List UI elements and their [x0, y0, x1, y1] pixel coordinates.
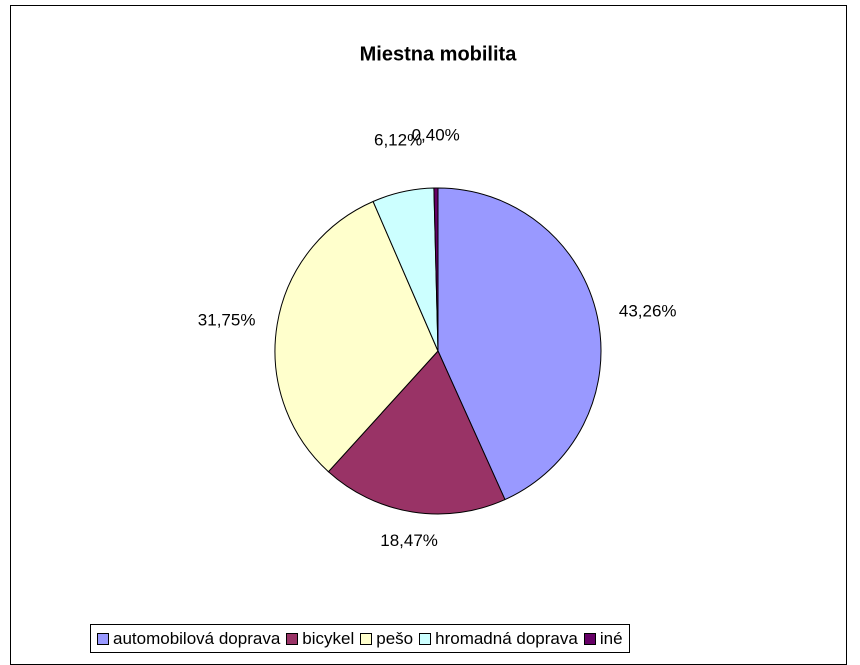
data-label: 6,12%	[374, 131, 422, 150]
legend-label: pešo	[376, 628, 414, 648]
data-label: 31,75%	[198, 310, 256, 329]
legend-label: iné	[599, 628, 623, 648]
legend-label: hromadná doprava	[435, 628, 578, 648]
chart-title: Miestna mobilita	[360, 43, 518, 65]
pie-slice	[327, 350, 506, 515]
data-label: 0,40%	[412, 126, 460, 145]
pie-slice	[437, 187, 602, 501]
data-label: 43,26%	[619, 302, 677, 321]
legend-item: pešo	[360, 629, 413, 649]
legend-item: bicykel	[286, 629, 354, 649]
legend-swatch	[286, 632, 299, 645]
legend-swatch	[419, 632, 432, 645]
legend-label: automobilová doprava	[113, 628, 281, 648]
data-label: 18,47%	[380, 531, 438, 550]
legend: automobilová doprava bicykel pešo hromadná …	[90, 624, 630, 653]
legend-swatch	[360, 632, 373, 645]
pie-slice	[433, 187, 439, 352]
legend-swatch	[97, 632, 109, 645]
legend-item: iné	[583, 628, 623, 649]
legend-swatch	[583, 632, 596, 645]
legend-item: hromadná doprava	[419, 629, 578, 649]
legend-label: bicykel	[302, 628, 355, 648]
pie-slice	[274, 200, 439, 473]
legend-item: automobilová doprava	[97, 629, 280, 649]
